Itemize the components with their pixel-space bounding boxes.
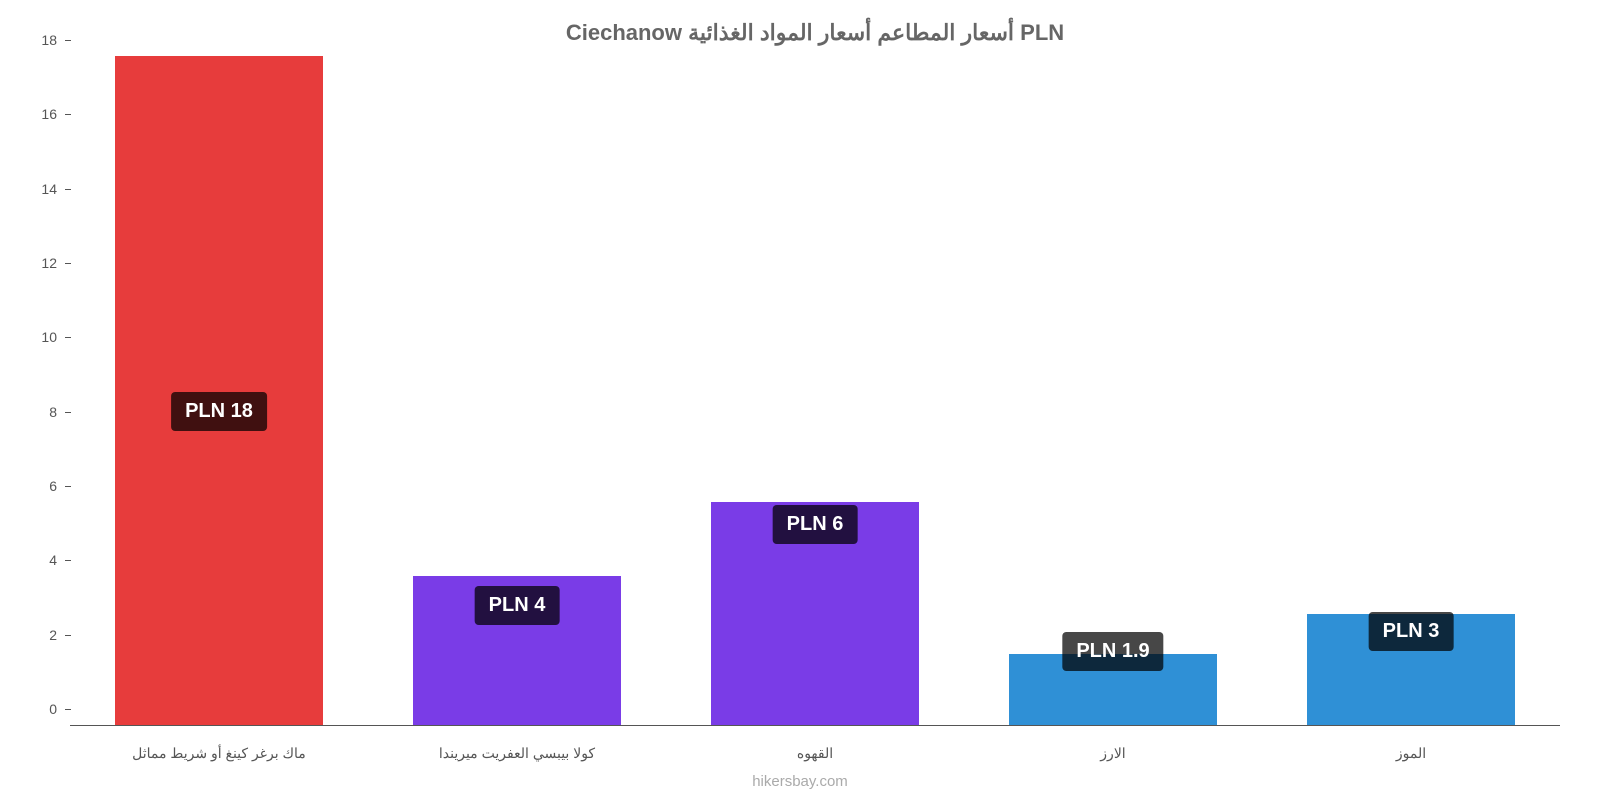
x-axis-label: كولا بيبسي العفريت ميريندا bbox=[368, 737, 666, 762]
y-tick: 2 bbox=[25, 627, 65, 643]
credit-text: hikersbay.com bbox=[0, 773, 1600, 790]
y-tick: 8 bbox=[25, 404, 65, 420]
bar-value-label: PLN 4 bbox=[475, 586, 560, 625]
bars-area: PLN 18 PLN 4 PLN 6 PLN 1.9 PLN 3 bbox=[70, 56, 1560, 725]
bar-slot: PLN 1.9 bbox=[964, 56, 1262, 725]
bar-value-label: PLN 3 bbox=[1369, 612, 1454, 651]
y-tick: 6 bbox=[25, 478, 65, 494]
chart-title: Ciechanow أسعار المطاعم أسعار المواد الغ… bbox=[70, 20, 1560, 46]
y-tick: 4 bbox=[25, 552, 65, 568]
y-tick: 10 bbox=[25, 329, 65, 345]
bar-slot: PLN 3 bbox=[1262, 56, 1560, 725]
bar-value-label: PLN 18 bbox=[171, 392, 267, 431]
y-tick: 18 bbox=[25, 32, 65, 48]
y-tick: 14 bbox=[25, 181, 65, 197]
bar-value-label: PLN 1.9 bbox=[1062, 632, 1163, 671]
bar bbox=[115, 56, 324, 725]
x-axis-label: الارز bbox=[964, 737, 1262, 762]
bar-slot: PLN 18 bbox=[70, 56, 368, 725]
plot-area: 024681012141618 PLN 18PLN 4PLN 6PLN 1.9P… bbox=[70, 56, 1560, 726]
bar-slot: PLN 4 bbox=[368, 56, 666, 725]
x-axis-label: الموز bbox=[1262, 737, 1560, 762]
y-tick: 12 bbox=[25, 255, 65, 271]
x-axis-labels: ماك برغر كينغ أو شريط مماثلكولا بيبسي ال… bbox=[70, 737, 1560, 762]
x-axis-label: ماك برغر كينغ أو شريط مماثل bbox=[70, 737, 368, 762]
y-tick: 16 bbox=[25, 106, 65, 122]
x-axis-label: القهوه bbox=[666, 737, 964, 762]
bar-slot: PLN 6 bbox=[666, 56, 964, 725]
y-axis: 024681012141618 bbox=[30, 56, 65, 725]
y-tick: 0 bbox=[25, 701, 65, 717]
chart-container: Ciechanow أسعار المطاعم أسعار المواد الغ… bbox=[0, 0, 1600, 800]
bar-value-label: PLN 6 bbox=[773, 505, 858, 544]
